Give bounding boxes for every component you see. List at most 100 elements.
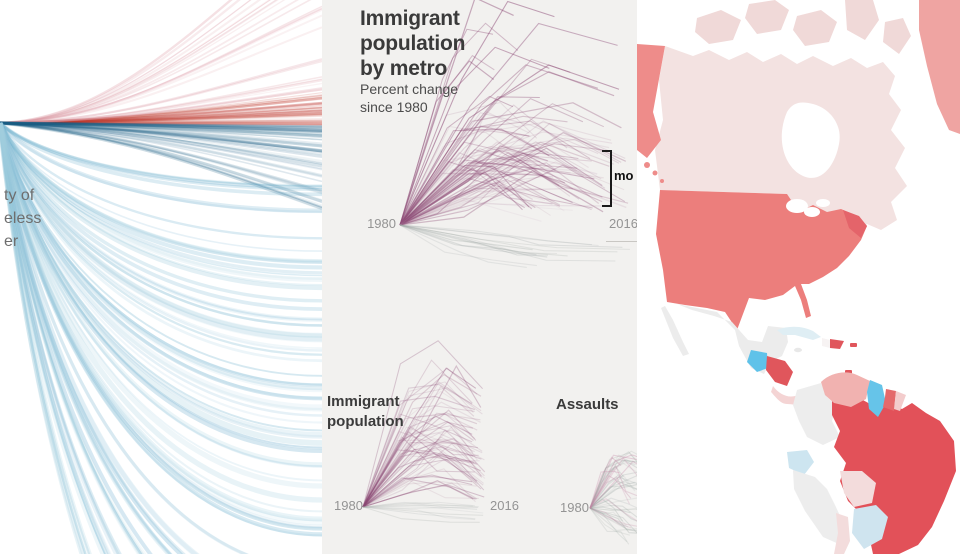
metro-sub-assaults-line-gray (589, 504, 637, 518)
metro-main-line-gray (399, 224, 630, 250)
flow-fan-line-blue-light (0, 122, 322, 363)
flow-fan-line-red-rise (0, 8, 322, 125)
flow-fan-line-blue-sweep (0, 122, 154, 554)
map-region-dominican-republic (830, 339, 844, 349)
flow-fan-line-blue-core (0, 121, 322, 129)
flow-fan-line-red-core (0, 117, 322, 125)
metro-main-line-purple-mass (399, 182, 536, 226)
flow-fan-line-blue-core (0, 122, 322, 209)
flow-fan-line-blue-light (0, 122, 322, 393)
flow-fan-line-red-rise (0, 88, 322, 124)
flow-fan-line-blue-core (0, 122, 322, 194)
flow-fan-line-blue-core (0, 122, 322, 141)
metro-main-line-purple-mass (399, 102, 622, 226)
metro-sub-immigrant-line-gray (362, 506, 478, 510)
flow-fan-line-blue-sweep (0, 122, 322, 436)
americas-map-panel (637, 0, 960, 554)
metro-main-line-purple-mass (399, 97, 584, 226)
flow-fan-line-blue-light (0, 122, 173, 554)
flow-fan-line-blue-sweep (0, 122, 111, 554)
flow-fan-line-blue-core (0, 122, 322, 208)
flow-fan-line-red-core (0, 94, 322, 124)
flow-fan-line-blue-light (0, 122, 322, 338)
flow-fan-line-blue-core (0, 122, 322, 141)
flow-fan-line-blue-core (0, 121, 322, 178)
metro-sub-assaults-line-gray (589, 484, 637, 509)
metro-main-line-gray (399, 224, 623, 248)
metro-sub-assaults-line-pink (589, 454, 637, 509)
metro-main-line-purple-tall (399, 60, 495, 226)
metro-main-line-purple-faint (399, 193, 551, 226)
flow-fan-line-red-core (0, 97, 322, 125)
metro-sub-immigrant-line-purple (362, 440, 478, 508)
metro-main-line-purple-mass (399, 152, 556, 226)
flow-fan-line-red-rise (0, 7, 322, 124)
metro-sub-assaults-line-pink (589, 507, 637, 527)
flow-fan-line-red-rise (0, 0, 271, 124)
metro-main-line-purple-mass (399, 141, 602, 226)
metro-main-line-purple-faint (399, 195, 542, 226)
metro-sub-immigrant-line-purple (362, 476, 473, 508)
metro-sub-immigrant-line-purple (362, 425, 478, 508)
flow-fan-line-red-core (0, 101, 322, 125)
metro-sub-immigrant-line-purple (362, 442, 486, 508)
flow-fan-line-blue-core (0, 122, 322, 183)
metro-main-line-purple-mass (399, 122, 622, 226)
metro-sub-immigrant-line-purple-tall (362, 340, 483, 508)
flow-fan-line-red-core (0, 101, 322, 124)
metro-sub-immigrant-line-purple (362, 425, 479, 508)
flow-fan-line-blue-sweep (0, 122, 322, 432)
flow-fan-line-blue-core (0, 122, 322, 153)
metro-sub-assaults-line-gray (589, 480, 637, 509)
metro-main-line-gray (399, 224, 527, 268)
metro-sub-assaults-line-gray (589, 450, 637, 509)
metro-main-line-purple-mass (399, 141, 615, 226)
flow-fan-line-red-core (0, 110, 322, 124)
metro-sub-immigrant-line-purple-tall (362, 367, 478, 508)
flow-fan-line-blue-light (0, 122, 322, 280)
flow-fan-line-blue-light (0, 122, 93, 554)
flow-fan-line-red-rise (0, 0, 241, 125)
metro-sub-immigrant-line-purple (362, 443, 485, 508)
metro-main-line-purple-tall (399, 0, 514, 226)
flow-fan-line-blue-sweep (0, 122, 322, 252)
flow-fan-line-blue-sweep (0, 122, 322, 264)
metro-main-line-purple-tall (399, 54, 495, 226)
metro-main-line-purple-mass (399, 145, 548, 226)
flow-fan-line-blue-core (0, 121, 322, 154)
metro-main-line-purple-mass (399, 178, 593, 226)
metro-main-line-purple-tall (399, 46, 550, 226)
flow-fan-line-red-core (0, 112, 322, 125)
flow-fan-line-red-core (0, 120, 322, 125)
flow-fan-line-blue-sweep (0, 122, 250, 554)
flow-fan-line-blue-sweep (0, 122, 322, 270)
metro-main-line-purple-mass (399, 128, 550, 226)
flow-fan-line-red-rise (0, 58, 322, 125)
map-region-alaska (637, 44, 665, 158)
flow-fan-line-blue-core (0, 122, 322, 130)
metro-main-line-purple-mass (399, 120, 626, 226)
flow-fan-line-red-core (0, 109, 322, 125)
map-region-guatemala (747, 350, 768, 372)
flow-fan-line-red-core (0, 109, 322, 125)
metro-main-line-purple-faint (399, 199, 573, 226)
flow-caption: ty of eless er (4, 184, 41, 253)
flow-fan-line-blue-sweep (0, 122, 322, 275)
metro-sub-immigrant-line-purple (362, 452, 478, 508)
flow-fan-line-red-core (0, 97, 322, 125)
flow-fan-line-blue-sweep (0, 122, 322, 529)
axis-label-1980: 1980 (560, 500, 589, 515)
flow-lines-chart (0, 0, 322, 554)
metro-sub-immigrant-line-purple (362, 482, 478, 508)
flow-fan-line-blue-sweep (0, 122, 143, 554)
metro-main-line-purple-mass (399, 101, 538, 226)
metro-main-line-purple-mass (399, 161, 565, 226)
flow-fan-line-red-rise (0, 14, 322, 124)
metro-main-line-purple-mass (399, 159, 580, 226)
metro-sub-immigrant-line-purple (362, 430, 478, 508)
flow-fan-line-blue-core (0, 121, 322, 153)
flow-fan-line-blue-sweep (0, 122, 322, 454)
flow-fan-line-blue-core (0, 122, 322, 139)
flow-fan-line-red-rise (0, 60, 322, 124)
flow-fan-line-blue-core (0, 121, 322, 211)
